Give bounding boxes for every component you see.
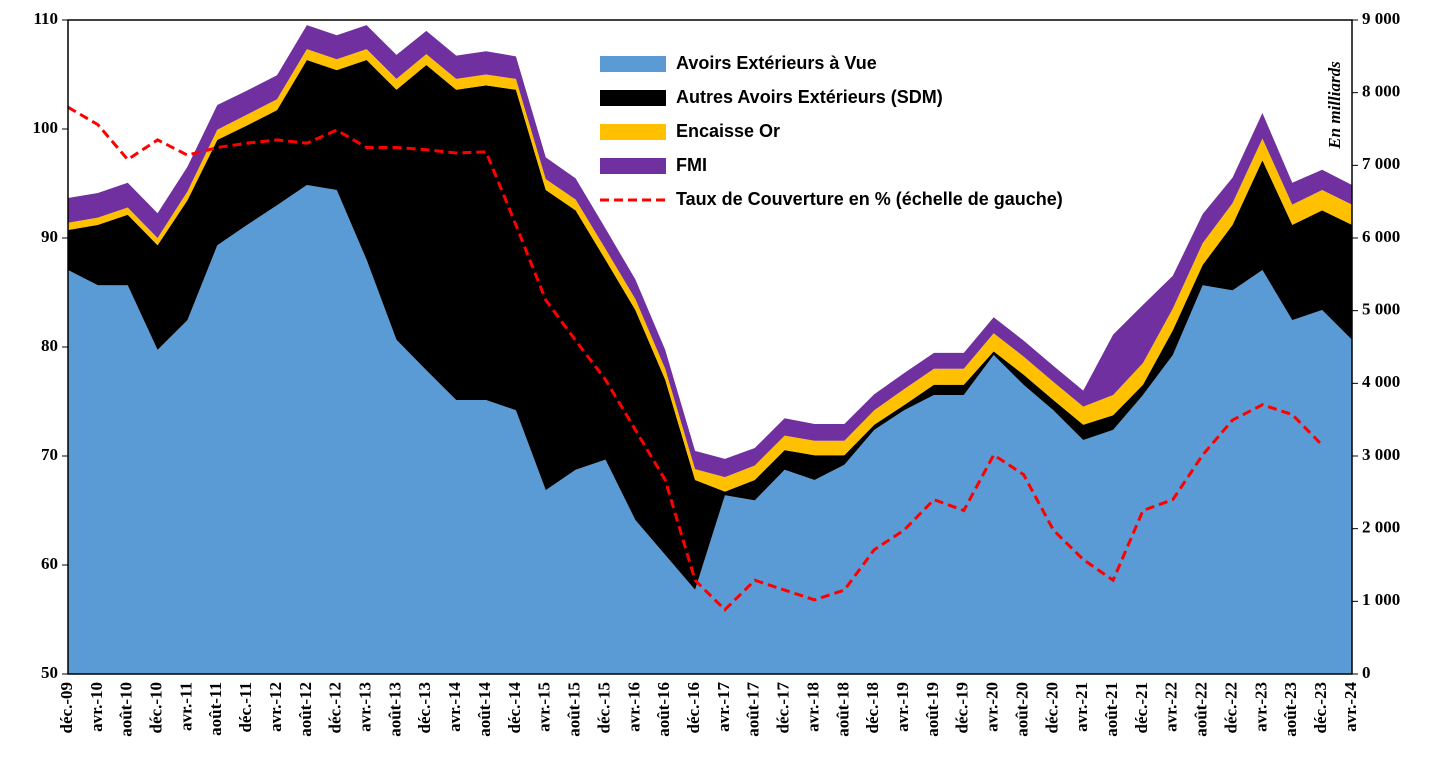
x-tick-label: déc.-10 (146, 682, 165, 733)
y2-tick-label: 6 000 (1362, 227, 1400, 246)
x-tick-label: avr.-12 (266, 682, 285, 732)
x-tick-label: déc.-15 (594, 682, 613, 733)
area (68, 59, 1352, 590)
x-tick-label: août-19 (923, 682, 942, 737)
x-tick-label: avr.-15 (535, 682, 554, 732)
y2-tick-label: 3 000 (1362, 445, 1400, 464)
line (67, 105, 1324, 612)
x-tick-label: déc.-13 (415, 682, 434, 733)
legend-swatch (600, 124, 666, 140)
x-tick-label: avr.-22 (1162, 682, 1181, 732)
y2-tick-label: 7 000 (1362, 154, 1400, 173)
x-tick-label: déc.-09 (57, 682, 76, 733)
legend-label: FMI (676, 155, 707, 175)
x-tick-label: août-18 (833, 682, 852, 737)
x-tick-label: août-14 (475, 682, 494, 737)
x-tick-label: avr.-23 (1251, 682, 1270, 732)
y-tick-label: 60 (41, 554, 58, 573)
x-tick-label: déc.-23 (1311, 682, 1330, 733)
x-tick-label: août-20 (1012, 682, 1031, 737)
legend-swatch (600, 158, 666, 174)
y2-tick-label: 2 000 (1362, 518, 1400, 537)
y-tick-label: 90 (41, 227, 58, 246)
y-tick-label: 50 (41, 663, 58, 682)
x-tick-label: août-13 (385, 682, 404, 737)
x-tick-label: avr.-14 (445, 682, 464, 732)
x-tick-label: déc.-12 (326, 682, 345, 733)
x-tick-label: août-12 (296, 682, 315, 737)
x-tick-label: déc.-14 (505, 682, 524, 734)
legend-swatch (600, 90, 666, 106)
y2-tick-label: 4 000 (1362, 372, 1400, 391)
x-tick-label: août-10 (117, 682, 136, 737)
y2-axis-label: En milliards (1325, 61, 1344, 150)
y-tick-label: 100 (33, 118, 59, 137)
x-tick-label: déc.-20 (1042, 682, 1061, 733)
legend-label: Encaisse Or (676, 121, 780, 141)
y2-tick-label: 0 (1362, 663, 1371, 682)
x-tick-label: avr.-16 (624, 682, 643, 732)
x-tick-label: déc.-22 (1221, 682, 1240, 733)
y-tick-label: 110 (33, 9, 58, 28)
legend-swatch (600, 56, 666, 72)
x-tick-label: août-15 (565, 682, 584, 737)
x-tick-label: avr.-13 (356, 682, 375, 732)
x-tick-label: avr.-24 (1341, 682, 1360, 732)
x-tick-label: août-17 (744, 682, 763, 737)
x-tick-label: déc.-19 (953, 682, 972, 733)
y2-tick-label: 8 000 (1362, 82, 1400, 101)
x-tick-label: déc.-18 (863, 682, 882, 733)
legend-label: Taux de Couverture en % (échelle de gauc… (676, 189, 1063, 209)
x-tick-label: déc.-16 (684, 682, 703, 733)
x-tick-label: avr.-17 (714, 682, 733, 732)
x-tick-label: déc.-11 (236, 682, 255, 733)
x-tick-label: avr.-18 (803, 682, 822, 732)
legend-label: Autres Avoirs Extérieurs (SDM) (676, 87, 943, 107)
x-tick-label: déc.-17 (774, 682, 793, 734)
x-tick-label: août-23 (1281, 682, 1300, 737)
y2-tick-label: 9 000 (1362, 9, 1400, 28)
y-tick-label: 70 (41, 445, 58, 464)
x-tick-label: août-11 (206, 682, 225, 736)
x-tick-label: avr.-11 (176, 682, 195, 731)
x-tick-label: août-16 (654, 682, 673, 737)
y2-tick-label: 5 000 (1362, 300, 1400, 319)
legend-label: Avoirs Extérieurs à Vue (676, 53, 877, 73)
area (68, 184, 1352, 674)
x-tick-label: août-22 (1192, 682, 1211, 737)
y2-tick-label: 1 000 (1362, 590, 1400, 609)
x-tick-label: avr.-10 (87, 682, 106, 732)
x-tick-label: déc.-21 (1132, 682, 1151, 733)
x-tick-label: avr.-19 (893, 682, 912, 732)
y-tick-label: 80 (41, 336, 58, 355)
x-tick-label: avr.-20 (983, 682, 1002, 732)
x-tick-label: août-21 (1102, 682, 1121, 737)
x-tick-label: avr.-21 (1072, 682, 1091, 732)
